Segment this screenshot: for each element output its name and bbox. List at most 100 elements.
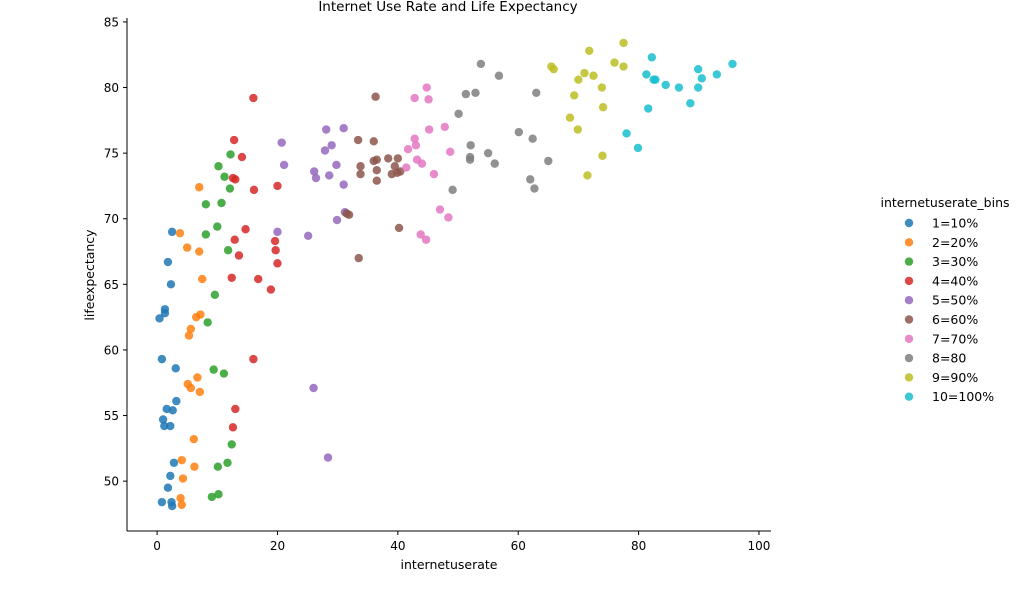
series-group — [273, 124, 350, 462]
data-point — [393, 154, 403, 163]
x-tick-label: 0 — [153, 539, 161, 553]
data-point — [249, 185, 259, 195]
plot-area — [155, 38, 737, 511]
data-point — [266, 285, 276, 294]
data-point — [309, 383, 318, 393]
legend-entry-label: 5=50% — [932, 293, 978, 308]
data-point — [619, 62, 628, 71]
data-point — [327, 141, 336, 150]
legend-marker — [904, 315, 914, 324]
data-point — [213, 222, 222, 231]
data-point — [421, 235, 431, 244]
data-point — [309, 167, 319, 176]
data-point — [277, 138, 286, 147]
data-point — [234, 251, 244, 260]
data-point — [416, 230, 425, 239]
series-group — [402, 83, 455, 244]
y-tick-label: 65 — [104, 278, 119, 292]
data-point — [585, 46, 594, 55]
data-point — [344, 210, 354, 219]
data-point — [193, 373, 202, 382]
data-point — [311, 173, 321, 183]
data-point — [219, 369, 229, 378]
data-point — [157, 497, 167, 507]
data-point — [178, 474, 188, 483]
data-point — [167, 501, 177, 511]
data-point — [483, 148, 493, 158]
data-point — [160, 305, 170, 314]
data-point — [435, 205, 445, 214]
data-point — [176, 494, 185, 503]
data-point — [271, 246, 280, 255]
data-point — [619, 38, 628, 48]
data-point — [528, 134, 537, 143]
data-point — [697, 74, 706, 83]
legend-entry-label: 4=40% — [932, 273, 978, 288]
data-point — [241, 225, 250, 234]
data-point — [574, 75, 583, 84]
data-point — [390, 162, 400, 171]
legend-marker — [904, 218, 914, 228]
data-point — [712, 70, 722, 79]
data-point — [177, 455, 186, 465]
legend-marker — [904, 334, 914, 343]
data-point — [279, 160, 289, 170]
data-point — [369, 137, 378, 146]
data-point — [230, 235, 239, 244]
series-group — [342, 92, 405, 263]
legend-entry-label: 2=20% — [932, 235, 978, 250]
data-point — [175, 228, 185, 238]
legend-entry-label: 6=60% — [932, 312, 978, 327]
data-point — [228, 423, 238, 432]
data-point — [429, 169, 439, 179]
data-point — [226, 150, 235, 159]
legend-entry-label: 7=70% — [932, 331, 978, 346]
data-point — [273, 259, 282, 268]
x-tick-label: 60 — [511, 539, 526, 553]
data-point — [424, 95, 433, 104]
y-tick-label: 85 — [104, 15, 119, 29]
x-tick-label: 100 — [748, 539, 771, 553]
legend-entry-label: 9=90% — [932, 370, 978, 385]
data-point — [532, 88, 541, 97]
data-point — [494, 71, 504, 80]
axis-ticks: 0 20 40 60 80 100 50 55 60 65 70 75 80 85 — [104, 15, 771, 553]
data-point — [549, 64, 558, 74]
data-point — [166, 471, 175, 481]
data-point — [322, 125, 331, 134]
legend-title: internetuserate_bins — [880, 195, 1009, 210]
data-point — [332, 215, 342, 225]
data-point — [372, 165, 381, 175]
data-point — [213, 462, 223, 471]
data-point — [172, 396, 181, 406]
series-group — [547, 38, 628, 180]
data-point — [476, 59, 486, 69]
legend-marker — [904, 373, 914, 382]
data-point — [461, 89, 471, 99]
data-point — [622, 129, 631, 138]
data-point — [444, 213, 453, 222]
data-point — [223, 458, 232, 467]
data-point — [411, 141, 421, 150]
y-axis-label: lifeexpectancy — [82, 229, 97, 321]
data-point — [155, 314, 164, 323]
data-point — [583, 171, 592, 180]
data-point — [372, 155, 381, 164]
data-point — [186, 383, 195, 393]
data-point — [372, 176, 381, 185]
data-point — [644, 104, 653, 113]
data-point — [237, 152, 247, 162]
data-point — [169, 458, 179, 467]
data-point — [209, 365, 218, 374]
data-point — [402, 163, 411, 172]
data-point — [544, 156, 553, 166]
legend-entry-label: 1=10% — [932, 216, 978, 231]
data-point — [198, 274, 207, 284]
legend: internetuserate_bins 1=10% 2=20% 3=30% 4=40… — [880, 195, 1009, 404]
data-point — [270, 236, 280, 246]
data-point — [163, 257, 173, 267]
data-point — [189, 434, 199, 444]
data-point — [229, 135, 239, 145]
